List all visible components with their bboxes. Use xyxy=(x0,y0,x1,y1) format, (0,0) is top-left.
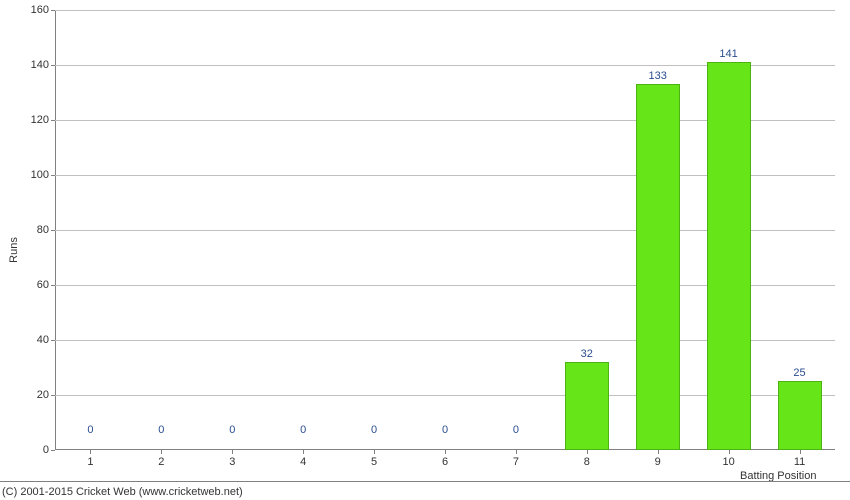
gridline xyxy=(55,10,835,11)
y-tick-label: 80 xyxy=(37,224,49,236)
y-tick xyxy=(51,10,55,11)
x-tick xyxy=(658,450,659,454)
y-tick-label: 20 xyxy=(37,389,49,401)
bar: 32 xyxy=(565,362,609,450)
y-tick xyxy=(51,340,55,341)
x-tick-label: 1 xyxy=(87,456,93,468)
footer-divider xyxy=(0,481,850,482)
bar-value-label: 0 xyxy=(87,424,93,436)
bar-value-label: 0 xyxy=(371,424,377,436)
x-tick-label: 8 xyxy=(584,456,590,468)
x-tick xyxy=(161,450,162,454)
x-tick xyxy=(516,450,517,454)
footer-copyright: (C) 2001-2015 Cricket Web (www.cricketwe… xyxy=(2,486,243,498)
bar-value-label: 141 xyxy=(719,48,737,60)
y-tick-label: 0 xyxy=(43,444,49,456)
x-tick-label: 2 xyxy=(158,456,164,468)
bar-value-label: 0 xyxy=(300,424,306,436)
bar: 25 xyxy=(778,381,822,450)
y-tick xyxy=(51,230,55,231)
x-tick xyxy=(729,450,730,454)
plot-area: 0204060801001201401601020304050607083291… xyxy=(55,10,835,450)
y-tick xyxy=(51,285,55,286)
bar-value-label: 32 xyxy=(581,348,593,360)
x-tick-label: 6 xyxy=(442,456,448,468)
x-tick-label: 9 xyxy=(655,456,661,468)
bar: 141 xyxy=(707,62,751,450)
y-axis-title: Runs xyxy=(8,237,20,263)
x-tick xyxy=(800,450,801,454)
y-tick-label: 40 xyxy=(37,334,49,346)
bar-value-label: 0 xyxy=(158,424,164,436)
chart-container: 0204060801001201401601020304050607083291… xyxy=(0,0,850,500)
y-tick xyxy=(51,120,55,121)
bar-value-label: 0 xyxy=(442,424,448,436)
x-tick xyxy=(587,450,588,454)
y-tick xyxy=(51,450,55,451)
bar-value-label: 0 xyxy=(513,424,519,436)
x-tick-label: 5 xyxy=(371,456,377,468)
x-tick xyxy=(232,450,233,454)
bar-value-label: 25 xyxy=(793,367,805,379)
x-tick xyxy=(374,450,375,454)
bar-value-label: 133 xyxy=(649,70,667,82)
y-tick-label: 120 xyxy=(31,114,49,126)
x-tick xyxy=(445,450,446,454)
y-tick-label: 100 xyxy=(31,169,49,181)
x-tick-label: 7 xyxy=(513,456,519,468)
x-tick-label: 4 xyxy=(300,456,306,468)
y-tick-label: 60 xyxy=(37,279,49,291)
y-tick-label: 160 xyxy=(31,4,49,16)
x-tick-label: 3 xyxy=(229,456,235,468)
y-tick xyxy=(51,65,55,66)
y-tick xyxy=(51,395,55,396)
x-tick xyxy=(303,450,304,454)
bar: 133 xyxy=(636,84,680,450)
bar-value-label: 0 xyxy=(229,424,235,436)
x-tick-label: 10 xyxy=(723,456,735,468)
x-tick-label: 11 xyxy=(794,456,805,468)
y-tick xyxy=(51,175,55,176)
y-tick-label: 140 xyxy=(31,59,49,71)
x-tick xyxy=(90,450,91,454)
